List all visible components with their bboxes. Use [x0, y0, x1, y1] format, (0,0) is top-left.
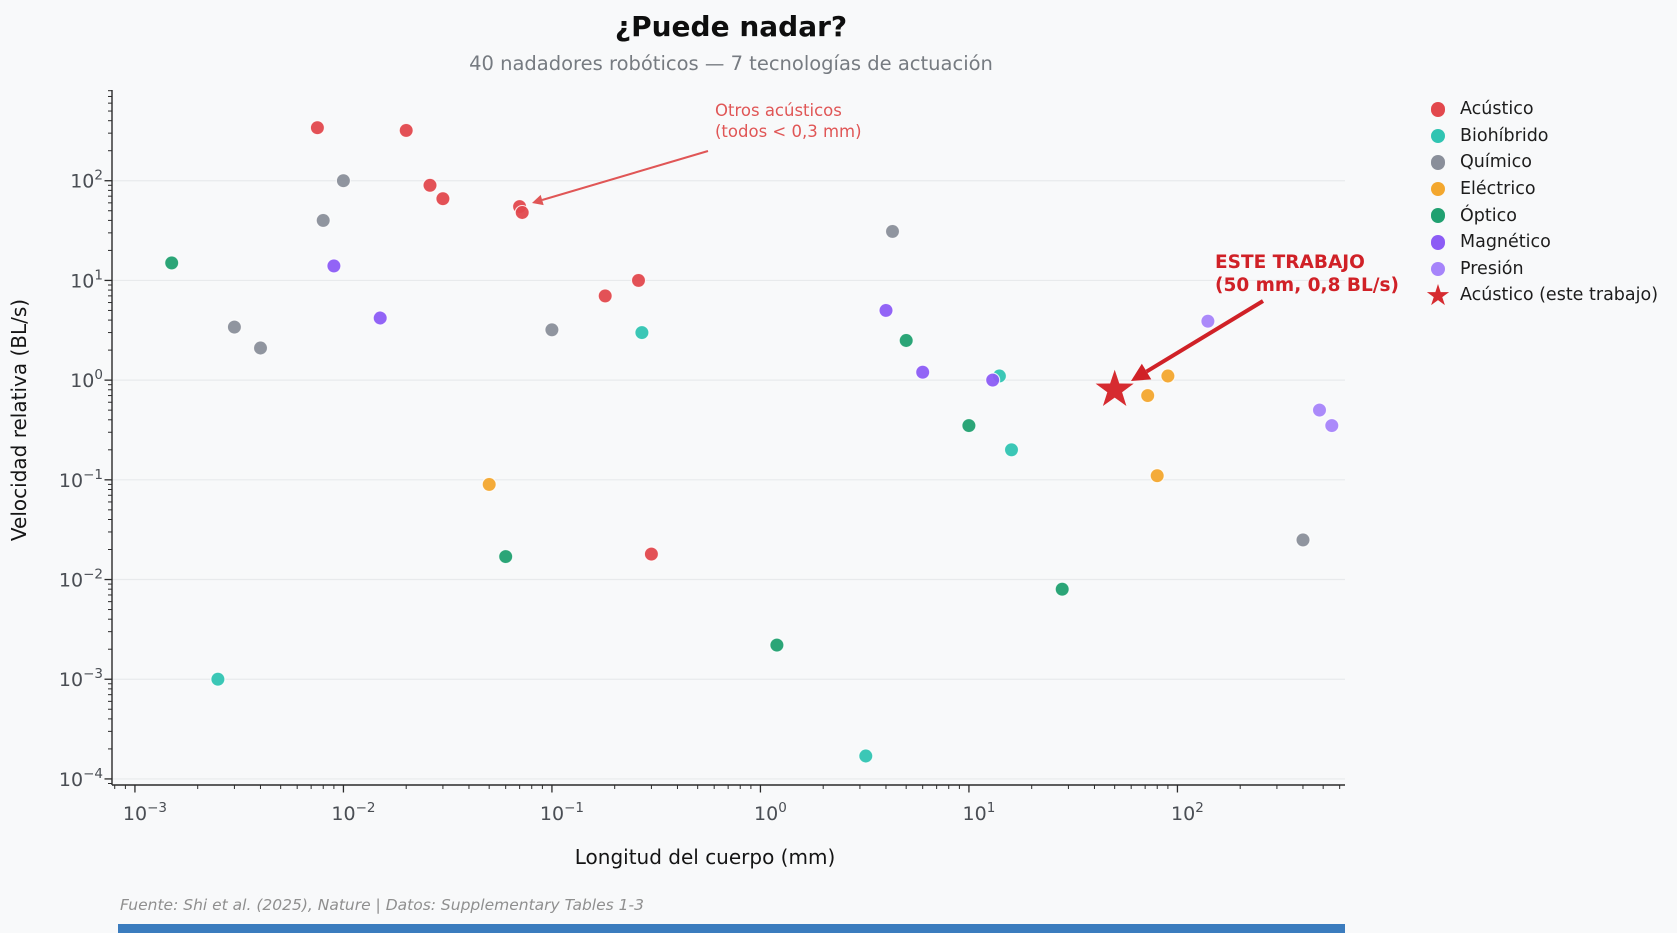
star-marker-icon: ★ [1425, 278, 1451, 313]
data-point [630, 272, 647, 288]
data-point [210, 671, 226, 687]
legend-label: Acústico [1460, 99, 1534, 120]
data-point [1054, 581, 1070, 597]
dot-marker-icon [1427, 235, 1449, 250]
data-point [878, 302, 894, 318]
tick-label: 10−3 [59, 666, 103, 691]
data-point [1311, 402, 1328, 418]
data-point [1324, 418, 1340, 434]
data-point [915, 364, 931, 380]
highlight-star [1095, 369, 1134, 406]
legend-item: Presión [1427, 256, 1658, 283]
data-point [1140, 388, 1156, 404]
data-point [769, 637, 785, 653]
legend-item: Magnético [1427, 229, 1658, 256]
data-point [1003, 442, 1020, 458]
legend-item: ★ Acústico (este trabajo) [1425, 278, 1659, 313]
legend-item: Químico [1427, 149, 1658, 176]
x-axis-label: Longitud del cuerpo (mm) [575, 845, 836, 869]
source-note: Fuente: Shi et al. (2025), Nature | Dato… [120, 896, 644, 914]
bottom-blue-strip [118, 924, 1345, 933]
data-point [985, 372, 1001, 388]
data-points [164, 120, 1340, 764]
data-point [315, 212, 331, 228]
data-point [335, 173, 351, 189]
legend-item: Óptico [1427, 202, 1658, 229]
tick-label: 10−2 [331, 800, 375, 825]
tick-label: 101 [963, 800, 996, 825]
dot-marker-icon [1427, 208, 1449, 223]
data-point [597, 288, 613, 304]
legend-item: Acústico [1427, 96, 1658, 123]
tick-label: 102 [1171, 800, 1204, 825]
tick-label: 102 [70, 168, 103, 193]
data-point [1200, 313, 1216, 329]
data-point [961, 418, 977, 434]
data-point [372, 310, 388, 326]
legend-label: Magnético [1460, 232, 1551, 253]
legend-label: Óptico [1460, 205, 1517, 226]
annotation-este-trabajo: ESTE TRABAJO(50 mm, 0,8 BL/s) [1131, 252, 1399, 381]
tick-label: 100 [754, 800, 787, 825]
data-point [252, 340, 269, 356]
legend-item: Biohíbrido [1427, 123, 1658, 150]
data-point [326, 258, 342, 274]
data-point [481, 476, 497, 492]
data-point [1160, 368, 1176, 384]
dot-marker-icon [1427, 128, 1449, 144]
dot-marker-icon [1427, 261, 1449, 277]
tick-label: 10−1 [540, 800, 584, 825]
data-point [226, 319, 242, 335]
data-point [164, 255, 180, 271]
legend-label: Biohíbrido [1460, 125, 1549, 146]
tick-labels: 10−3 10−2 10−1 100 101 102 102 101 100 10−1 10−2 10… [59, 168, 1204, 825]
data-point [544, 322, 560, 338]
legend: Acústico Biohíbrido Químico Eléctrico Óptico… [1425, 96, 1659, 313]
dot-marker-icon [1427, 155, 1449, 170]
legend-label: Presión [1460, 258, 1524, 279]
tick-label: 10−3 [123, 800, 167, 825]
legend-item: Eléctrico [1427, 176, 1658, 203]
data-point [1295, 532, 1311, 548]
legend-label: Eléctrico [1460, 179, 1536, 200]
tick-label: 101 [70, 267, 103, 292]
tick-label: 10−2 [59, 567, 103, 592]
data-point [514, 204, 530, 221]
chart-title: ¿Puede nadar? [614, 10, 848, 43]
y-axis-label: Velocidad relativa (BL/s) [7, 299, 31, 541]
data-point [422, 177, 438, 193]
tick-label: 10−4 [59, 766, 103, 791]
tick-label: 100 [70, 367, 103, 392]
dot-marker-icon [1427, 181, 1449, 197]
data-point [435, 191, 451, 207]
annotation-text: ESTE TRABAJO [1215, 252, 1365, 273]
data-point [884, 223, 901, 239]
annotation-otros-acusticos: Otros acústicos (todos < 0,3 mm) [532, 101, 862, 206]
legend-label: Químico [1460, 152, 1532, 173]
data-point [858, 748, 874, 764]
chart-subtitle: 40 nadadores robóticos — 7 tecnologías d… [469, 52, 993, 75]
legend-label: Acústico (este trabajo) [1460, 285, 1659, 306]
data-point [898, 332, 914, 349]
annotation-text: (50 mm, 0,8 BL/s) [1215, 275, 1399, 296]
data-point [398, 122, 414, 138]
annotation-text: (todos < 0,3 mm) [715, 122, 862, 141]
data-point [643, 546, 659, 562]
dot-marker-icon [1427, 102, 1449, 117]
axes [104, 90, 1345, 793]
data-point [309, 120, 325, 136]
data-point [634, 325, 650, 341]
tick-label: 10−1 [59, 467, 103, 492]
data-point [498, 549, 514, 565]
annotation-text: Otros acústicos [715, 101, 842, 120]
gridlines [112, 180, 1345, 780]
data-point [1149, 468, 1165, 484]
